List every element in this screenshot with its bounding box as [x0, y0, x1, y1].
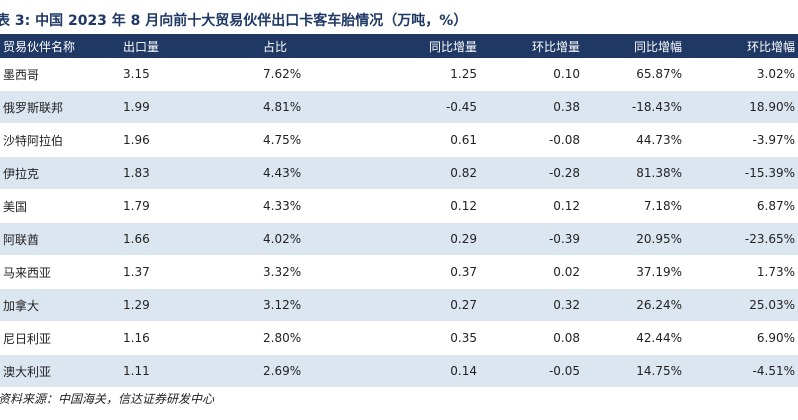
- table-cell: 4.43%: [260, 156, 400, 190]
- table-row: 马来西亚 1.37 3.32% 0.37 0.02 37.19% 1.73%: [0, 255, 798, 289]
- table-row: 澳大利亚 1.11 2.69% 0.14 -0.05 14.75% -4.51%: [0, 354, 798, 388]
- table-cell: 1.73%: [685, 255, 798, 289]
- table-cell: 美国: [0, 189, 120, 223]
- table-cell: 3.12%: [260, 288, 400, 322]
- table-cell: 墨西哥: [0, 58, 120, 91]
- table-cell: 1.96: [120, 123, 260, 157]
- table-cell: 0.35: [400, 321, 480, 355]
- table-cell: 1.83: [120, 156, 260, 190]
- header-cell: 环比增幅: [685, 34, 798, 58]
- table-cell: -15.39%: [685, 156, 798, 190]
- table-cell: 澳大利亚: [0, 354, 120, 388]
- table-cell: -23.65%: [685, 222, 798, 256]
- table-cell: 3.02%: [685, 58, 798, 91]
- table-cell: 2.80%: [260, 321, 400, 355]
- table-cell: -4.51%: [685, 354, 798, 388]
- table-cell: 4.33%: [260, 189, 400, 223]
- header-cell: 出口量: [120, 34, 260, 58]
- table-cell: 0.82: [400, 156, 480, 190]
- table-cell: 1.37: [120, 255, 260, 289]
- table-cell: 0.37: [400, 255, 480, 289]
- table-cell: 阿联酋: [0, 222, 120, 256]
- table-cell: 0.14: [400, 354, 480, 388]
- source-note: 资料来源：中国海关，信达证券研发中心: [0, 392, 215, 406]
- table-cell: 4.02%: [260, 222, 400, 256]
- table-cell: 81.38%: [583, 156, 685, 190]
- table-cell: -0.45: [400, 90, 480, 124]
- table-cell: 0.38: [480, 90, 583, 124]
- table-cell: 6.90%: [685, 321, 798, 355]
- table-cell: 1.11: [120, 354, 260, 388]
- table-body: 墨西哥 3.15 7.62% 1.25 0.10 65.87% 3.02% 俄罗斯联邦 1.99…: [0, 58, 798, 388]
- table-row: 尼日利亚 1.16 2.80% 0.35 0.08 42.44% 6.90%: [0, 321, 798, 355]
- header-cell: 贸易伙伴名称: [0, 34, 120, 58]
- table-cell: 44.73%: [583, 123, 685, 157]
- table-cell: 0.27: [400, 288, 480, 322]
- table-row: 俄罗斯联邦 1.99 4.81% -0.45 0.38 -18.43% 18.90%: [0, 90, 798, 124]
- table-cell: 7.62%: [260, 58, 400, 91]
- table-cell: 伊拉克: [0, 156, 120, 190]
- table-cell: 1.29: [120, 288, 260, 322]
- table-cell: 俄罗斯联邦: [0, 90, 120, 124]
- table-cell: 18.90%: [685, 90, 798, 124]
- table-cell: 3.15: [120, 58, 260, 91]
- table-cell: 25.03%: [685, 288, 798, 322]
- table-cell: 14.75%: [583, 354, 685, 388]
- table-cell: 0.12: [480, 189, 583, 223]
- header-cell: 占比: [260, 34, 400, 58]
- table-cell: -0.39: [480, 222, 583, 256]
- table-cell: -0.28: [480, 156, 583, 190]
- table-cell: -18.43%: [583, 90, 685, 124]
- table-cell: 26.24%: [583, 288, 685, 322]
- table-cell: 0.10: [480, 58, 583, 91]
- table-cell: 4.75%: [260, 123, 400, 157]
- table-cell: 2.69%: [260, 354, 400, 388]
- table-cell: -0.08: [480, 123, 583, 157]
- header-row: 贸易伙伴名称 出口量 占比 同比增量 环比增量 同比增幅 环比增幅: [0, 34, 798, 58]
- table-row: 墨西哥 3.15 7.62% 1.25 0.10 65.87% 3.02%: [0, 58, 798, 91]
- table-cell: 加拿大: [0, 288, 120, 322]
- table-cell: 3.32%: [260, 255, 400, 289]
- table-cell: 1.16: [120, 321, 260, 355]
- table-cell: 0.61: [400, 123, 480, 157]
- table-cell: 0.02: [480, 255, 583, 289]
- table-cell: -3.97%: [685, 123, 798, 157]
- table-cell: 尼日利亚: [0, 321, 120, 355]
- header-cell: 同比增量: [400, 34, 480, 58]
- table-cell: 1.66: [120, 222, 260, 256]
- header-cell: 同比增幅: [583, 34, 685, 58]
- table-cell: 0.32: [480, 288, 583, 322]
- table-cell: 马来西亚: [0, 255, 120, 289]
- table-row: 伊拉克 1.83 4.43% 0.82 -0.28 81.38% -15.39%: [0, 156, 798, 190]
- table-cell: 1.99: [120, 90, 260, 124]
- table-cell: 0.12: [400, 189, 480, 223]
- table-cell: 6.87%: [685, 189, 798, 223]
- table-cell: 沙特阿拉伯: [0, 123, 120, 157]
- table-row: 美国 1.79 4.33% 0.12 0.12 7.18% 6.87%: [0, 189, 798, 223]
- table-cell: 37.19%: [583, 255, 685, 289]
- table-row: 沙特阿拉伯 1.96 4.75% 0.61 -0.08 44.73% -3.97%: [0, 123, 798, 157]
- table-row: 加拿大 1.29 3.12% 0.27 0.32 26.24% 25.03%: [0, 288, 798, 322]
- table-title: 表 3: 中国 2023 年 8 月向前十大贸易伙伴出口卡客车胎情况（万吨，%）: [0, 13, 468, 29]
- table-cell: 0.29: [400, 222, 480, 256]
- table-cell: 1.25: [400, 58, 480, 91]
- table-cell: -0.05: [480, 354, 583, 388]
- table-cell: 20.95%: [583, 222, 685, 256]
- table-cell: 0.08: [480, 321, 583, 355]
- data-table: 贸易伙伴名称 出口量 占比 同比增量 环比增量 同比增幅 环比增幅 墨西哥 3.15 7.62%…: [0, 34, 798, 388]
- table-cell: 7.18%: [583, 189, 685, 223]
- table-row: 阿联酋 1.66 4.02% 0.29 -0.39 20.95% -23.65%: [0, 222, 798, 256]
- header-cell: 环比增量: [480, 34, 583, 58]
- table-cell: 65.87%: [583, 58, 685, 91]
- table-cell: 42.44%: [583, 321, 685, 355]
- table-cell: 4.81%: [260, 90, 400, 124]
- table-cell: 1.79: [120, 189, 260, 223]
